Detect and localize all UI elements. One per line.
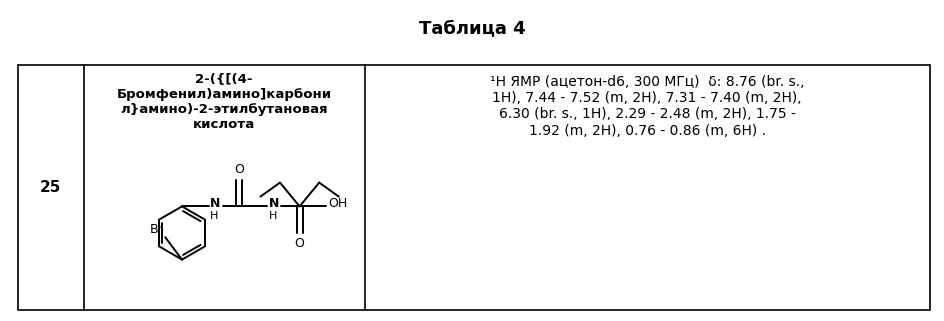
Bar bbox=[18, 65, 930, 310]
Text: ¹H ЯМР (ацетон-d6, 300 МГц)  δ: 8.76 (br. s.,
1H), 7.44 - 7.52 (m, 2H), 7.31 - 7: ¹H ЯМР (ацетон-d6, 300 МГц) δ: 8.76 (br.… bbox=[490, 75, 804, 138]
Text: N: N bbox=[210, 197, 220, 210]
Text: O: O bbox=[234, 163, 244, 176]
Text: Br: Br bbox=[149, 223, 163, 236]
Text: N: N bbox=[268, 197, 278, 210]
Text: O: O bbox=[295, 237, 305, 250]
Text: 2-({[(4-
Бромфенил)амино]карбони
л}амино)-2-этилбутановая
кислота: 2-({[(4- Бромфенил)амино]карбони л}амино… bbox=[116, 73, 331, 131]
Text: Таблица 4: Таблица 4 bbox=[419, 19, 525, 37]
Text: OH: OH bbox=[329, 197, 347, 210]
Text: 25: 25 bbox=[41, 180, 61, 195]
Text: H: H bbox=[268, 212, 277, 221]
Text: H: H bbox=[210, 212, 218, 221]
